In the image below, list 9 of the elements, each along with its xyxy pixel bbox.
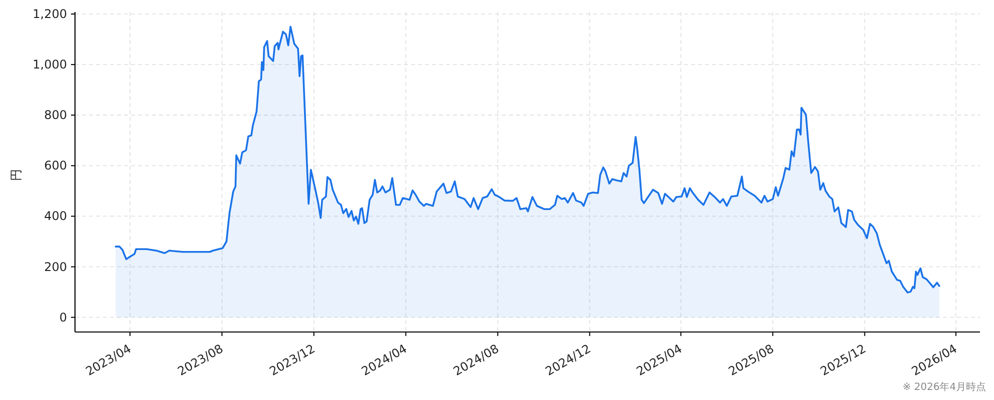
annotation: ※ 2026年4月時点 (902, 382, 986, 393)
y-tick-label: 1,000 (32, 58, 67, 72)
y-tick-label: 200 (44, 260, 67, 274)
y-tick-label: 800 (44, 108, 67, 122)
y-tick-label: 0 (59, 310, 67, 324)
y-tick-label: 1,200 (32, 7, 67, 22)
y-axis-title: 円 (9, 169, 23, 181)
y-tick-label: 400 (44, 209, 67, 224)
y-tick-label: 600 (44, 158, 67, 173)
